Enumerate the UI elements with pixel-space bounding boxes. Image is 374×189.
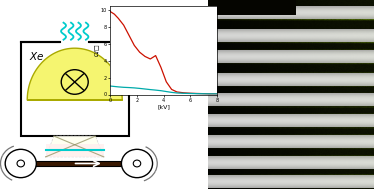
Bar: [60, 38, 89, 45]
Polygon shape: [46, 144, 104, 157]
Polygon shape: [46, 136, 104, 157]
Bar: [21, 42, 129, 136]
Circle shape: [5, 149, 36, 178]
Y-axis label: Ω/□: Ω/□: [94, 44, 99, 57]
Polygon shape: [27, 48, 122, 100]
Bar: [200, 0, 296, 15]
Circle shape: [17, 160, 24, 167]
Text: $Xe$: $Xe$: [29, 50, 45, 63]
Bar: [8, 161, 150, 166]
Circle shape: [61, 70, 88, 94]
X-axis label: [kV]: [kV]: [157, 104, 170, 109]
Circle shape: [122, 149, 153, 178]
Circle shape: [133, 160, 141, 167]
